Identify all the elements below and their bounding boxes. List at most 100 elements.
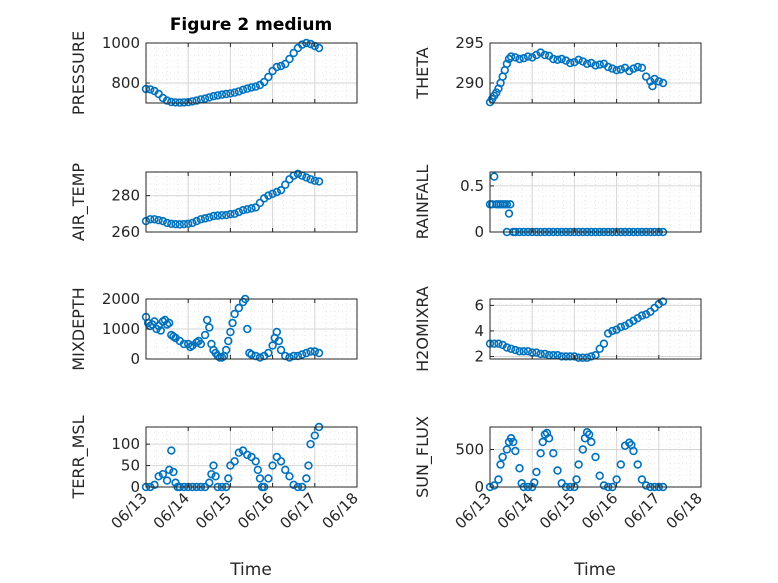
data-point [549,54,558,64]
data-point [498,452,507,462]
data-point [490,481,499,490]
x-tick-label: 06/18 [319,489,362,532]
data-point [574,460,583,469]
data-point [276,61,286,71]
data-point [530,478,539,487]
data-point [544,434,554,443]
data-point [648,81,657,91]
data-point [506,344,516,353]
data-point [595,60,604,69]
data-point [302,348,311,358]
data-point [167,446,176,455]
data-point [633,62,642,72]
data-point [629,64,638,73]
data-point [226,89,235,98]
x-tick-label: 06/15 [536,489,579,532]
data-point [302,474,311,483]
data-point [207,469,216,479]
data-point [226,209,235,219]
data-point [306,439,315,449]
data-point [494,475,503,484]
data-point [595,471,604,480]
data-point [175,220,184,229]
data-point [243,84,252,93]
data-point [230,88,239,97]
data-point [519,347,528,356]
data-point [496,460,505,469]
data-point [255,198,265,208]
data-point [553,55,562,64]
data-point [612,475,621,484]
data-point [209,211,218,221]
y-axis-label: PRESSURE [69,31,88,115]
data-point [221,89,231,99]
data-point [616,65,626,74]
data-point [536,48,545,57]
data-point [205,93,214,102]
data-point [272,62,282,72]
y-axis-label: SUN_FLUX [413,416,433,498]
data-point [293,351,303,361]
subplot-1: 800 1000 PRESSURE [69,31,358,115]
y-tick-label: 260 [111,223,140,241]
data-point [268,341,277,350]
data-point [146,85,155,94]
data-point [608,326,617,336]
data-point [633,460,642,469]
data-point [625,66,634,76]
data-point [255,474,265,483]
data-point [200,330,210,340]
y-tick-label: 500 [455,441,484,459]
data-point [306,347,315,356]
data-point [314,177,324,186]
data-point [587,58,596,68]
data-point [553,466,562,475]
data-point [202,315,212,325]
data-point [599,481,609,490]
data-point [658,297,668,306]
data-point [196,339,206,349]
data-point [570,57,579,67]
data-point [625,438,634,447]
data-point [658,78,668,88]
data-point [504,209,514,218]
y-tick-label: 6 [474,296,484,314]
y-axis-label: TERR_MSL [69,415,89,499]
data-point [255,353,265,362]
data-point [213,211,222,220]
y-tick-label: 800 [111,74,140,92]
data-point [247,350,256,359]
data-point [213,91,222,100]
x-tick-label: 06/13 [452,489,495,532]
data-point [587,352,596,361]
data-point [253,465,263,475]
data-point [532,467,541,477]
data-point [302,173,311,182]
x-tick-label: 06/17 [620,489,663,532]
data-point [591,61,600,70]
data-point [540,50,550,60]
data-point [264,348,273,358]
figure-title: Figure 2 medium [170,15,332,35]
data-point [578,353,588,362]
data-point [251,203,260,212]
subplot-2: 290 295 THETA [413,34,702,107]
data-point [570,352,579,361]
data-point [200,94,210,103]
data-point [578,57,588,66]
data-point [650,74,659,84]
data-point [591,452,600,462]
data-point [259,77,269,87]
subplot-5: 0 1000 2000 MIXDEPTH [69,287,358,371]
data-point [230,457,239,466]
data-point [637,475,647,484]
data-point [565,352,575,361]
data-point [217,211,227,220]
data-point [582,59,592,68]
data-point [171,98,180,107]
x-tick-label: 06/16 [578,489,621,532]
data-point [154,472,163,481]
data-point [162,96,172,105]
axes-box [489,426,702,488]
